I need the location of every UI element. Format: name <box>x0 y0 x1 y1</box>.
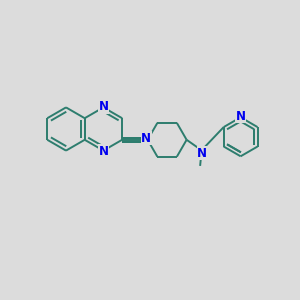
Text: N: N <box>141 132 151 145</box>
Text: N: N <box>236 110 246 123</box>
Text: N: N <box>98 100 108 113</box>
Text: N: N <box>197 147 207 160</box>
Text: N: N <box>98 145 108 158</box>
